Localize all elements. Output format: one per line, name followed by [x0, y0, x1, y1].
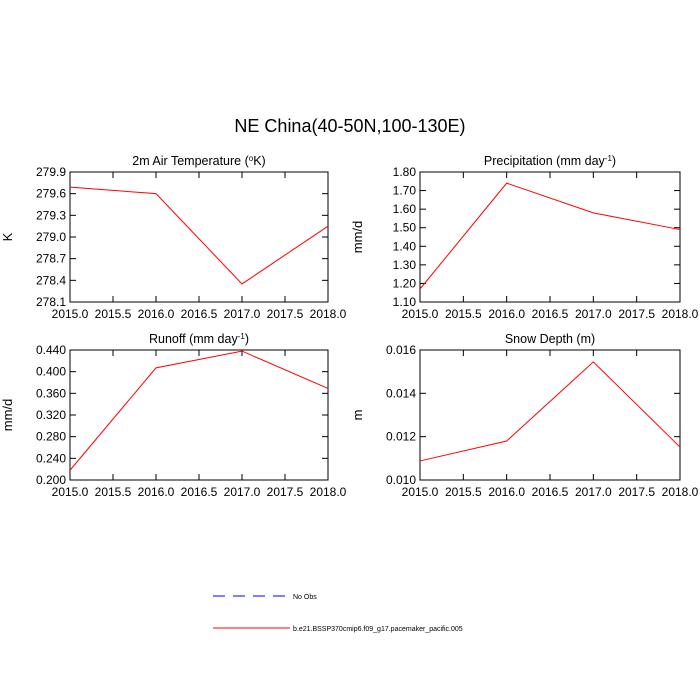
panel: Snow Depth (m) m 0.010 0.012 0.014 0.016 2015.… [350, 332, 699, 499]
y-tick-label: 0.440 [36, 343, 66, 357]
y-tick-label: 1.30 [393, 258, 417, 272]
plot-frame [419, 349, 681, 481]
panel: Precipitation (mm day-1) mm/d 1.10 1.20 1.30… [350, 154, 699, 322]
x-tick-label: 2016.0 [138, 307, 175, 321]
panel-title: Precipitation (mm day-1) [484, 154, 616, 169]
y-axis-label: m [350, 410, 365, 421]
x-tick-label: 2015.0 [402, 485, 439, 499]
data-line [419, 361, 681, 462]
panel-title-part: -1 [605, 154, 613, 163]
x-tick-label: 2016.5 [532, 307, 569, 321]
data-line [69, 186, 329, 285]
x-tick-label: 2015.0 [52, 307, 89, 321]
y-tick-label: 1.60 [393, 202, 417, 216]
panel-title: Runoff (mm day-1) [149, 332, 249, 347]
y-tick-label: 0.360 [36, 386, 66, 400]
y-tick-label: 0.016 [386, 343, 416, 357]
plot-frame [69, 349, 329, 481]
y-tick-label: 1.10 [393, 295, 417, 309]
legend-label: b.e21.BSSP370cmip6.f09_g17.pacemaker_pac… [293, 626, 463, 633]
y-tick-label: 279.6 [36, 187, 66, 201]
panel-title: 2m Air Temperature (oK) [132, 154, 265, 169]
x-tick-label: 2015.5 [445, 485, 482, 499]
panel-title-part: ) [245, 332, 249, 346]
x-tick-label: 2015.5 [95, 485, 132, 499]
x-tick-label: 2017.0 [575, 307, 612, 321]
x-tick-label: 2016.5 [181, 307, 218, 321]
panel: Runoff (mm day-1) mm/d 0.200 0.240 0.280 0.32… [0, 332, 347, 500]
y-tick-label: 0.010 [386, 473, 416, 487]
y-tick-label: 1.50 [393, 221, 417, 235]
x-tick-label: 2015.0 [402, 307, 439, 321]
x-tick-label: 2018.0 [310, 485, 347, 499]
panel: 2m Air Temperature (oK) K 278.1 278.4 278.7 2… [0, 154, 347, 322]
x-tick-label: 2017.0 [224, 485, 261, 499]
figure-title: NE China(40-50N,100-130E) [234, 116, 465, 136]
panel-title-part: K) [253, 154, 266, 168]
x-tick-label: 2016.0 [138, 485, 175, 499]
y-axis-label: mm/d [0, 399, 15, 432]
y-tick-label: 0.200 [36, 473, 66, 487]
y-tick-label: 279.9 [36, 165, 66, 179]
x-tick-label: 2018.0 [662, 307, 699, 321]
x-tick-label: 2017.5 [267, 485, 304, 499]
panel-title-part: ) [612, 154, 616, 168]
plot-frame [419, 171, 681, 303]
x-tick-label: 2015.0 [52, 485, 89, 499]
y-tick-label: 0.280 [36, 430, 66, 444]
y-tick-label: 278.1 [36, 295, 66, 309]
y-tick-label: 279.0 [36, 230, 66, 244]
y-tick-label: 0.320 [36, 408, 66, 422]
x-tick-label: 2017.0 [224, 307, 261, 321]
y-tick-label: 1.40 [393, 239, 417, 253]
y-tick-label: 278.7 [36, 252, 66, 266]
x-tick-label: 2015.5 [95, 307, 132, 321]
panel-title-part: -1 [238, 332, 246, 341]
x-tick-label: 2017.0 [575, 485, 612, 499]
y-tick-label: 0.012 [386, 430, 416, 444]
x-tick-label: 2017.5 [267, 307, 304, 321]
y-tick-label: 1.20 [393, 276, 417, 290]
x-tick-label: 2016.5 [532, 485, 569, 499]
plot-frame [69, 171, 329, 303]
x-tick-label: 2017.5 [618, 307, 655, 321]
x-tick-label: 2018.0 [662, 485, 699, 499]
y-tick-label: 1.70 [393, 184, 417, 198]
panel-title: Snow Depth (m) [505, 332, 595, 346]
x-tick-label: 2016.0 [488, 485, 525, 499]
data-line [419, 182, 681, 290]
y-axis-label: mm/d [350, 221, 365, 254]
y-tick-label: 1.80 [393, 165, 417, 179]
y-tick-label: 0.400 [36, 365, 66, 379]
panel-title-part: 2m Air Temperature ( [132, 154, 249, 168]
panel-title-part: Snow Depth (m) [505, 332, 595, 346]
x-tick-label: 2018.0 [310, 307, 347, 321]
panel-title-part: Precipitation (mm day [484, 154, 606, 168]
legend-label: No Obs [293, 594, 317, 601]
panel-title-part: Runoff (mm day [149, 332, 238, 346]
panel-title-part: o [249, 154, 254, 163]
y-tick-label: 279.3 [36, 208, 66, 222]
x-tick-label: 2015.5 [445, 307, 482, 321]
data-line [69, 350, 329, 471]
x-tick-label: 2016.5 [181, 485, 218, 499]
x-tick-label: 2017.5 [618, 485, 655, 499]
y-tick-label: 0.240 [36, 451, 66, 465]
y-axis-label: K [0, 232, 15, 241]
x-tick-label: 2016.0 [488, 307, 525, 321]
y-tick-label: 278.4 [36, 273, 66, 287]
y-tick-label: 0.014 [386, 386, 416, 400]
